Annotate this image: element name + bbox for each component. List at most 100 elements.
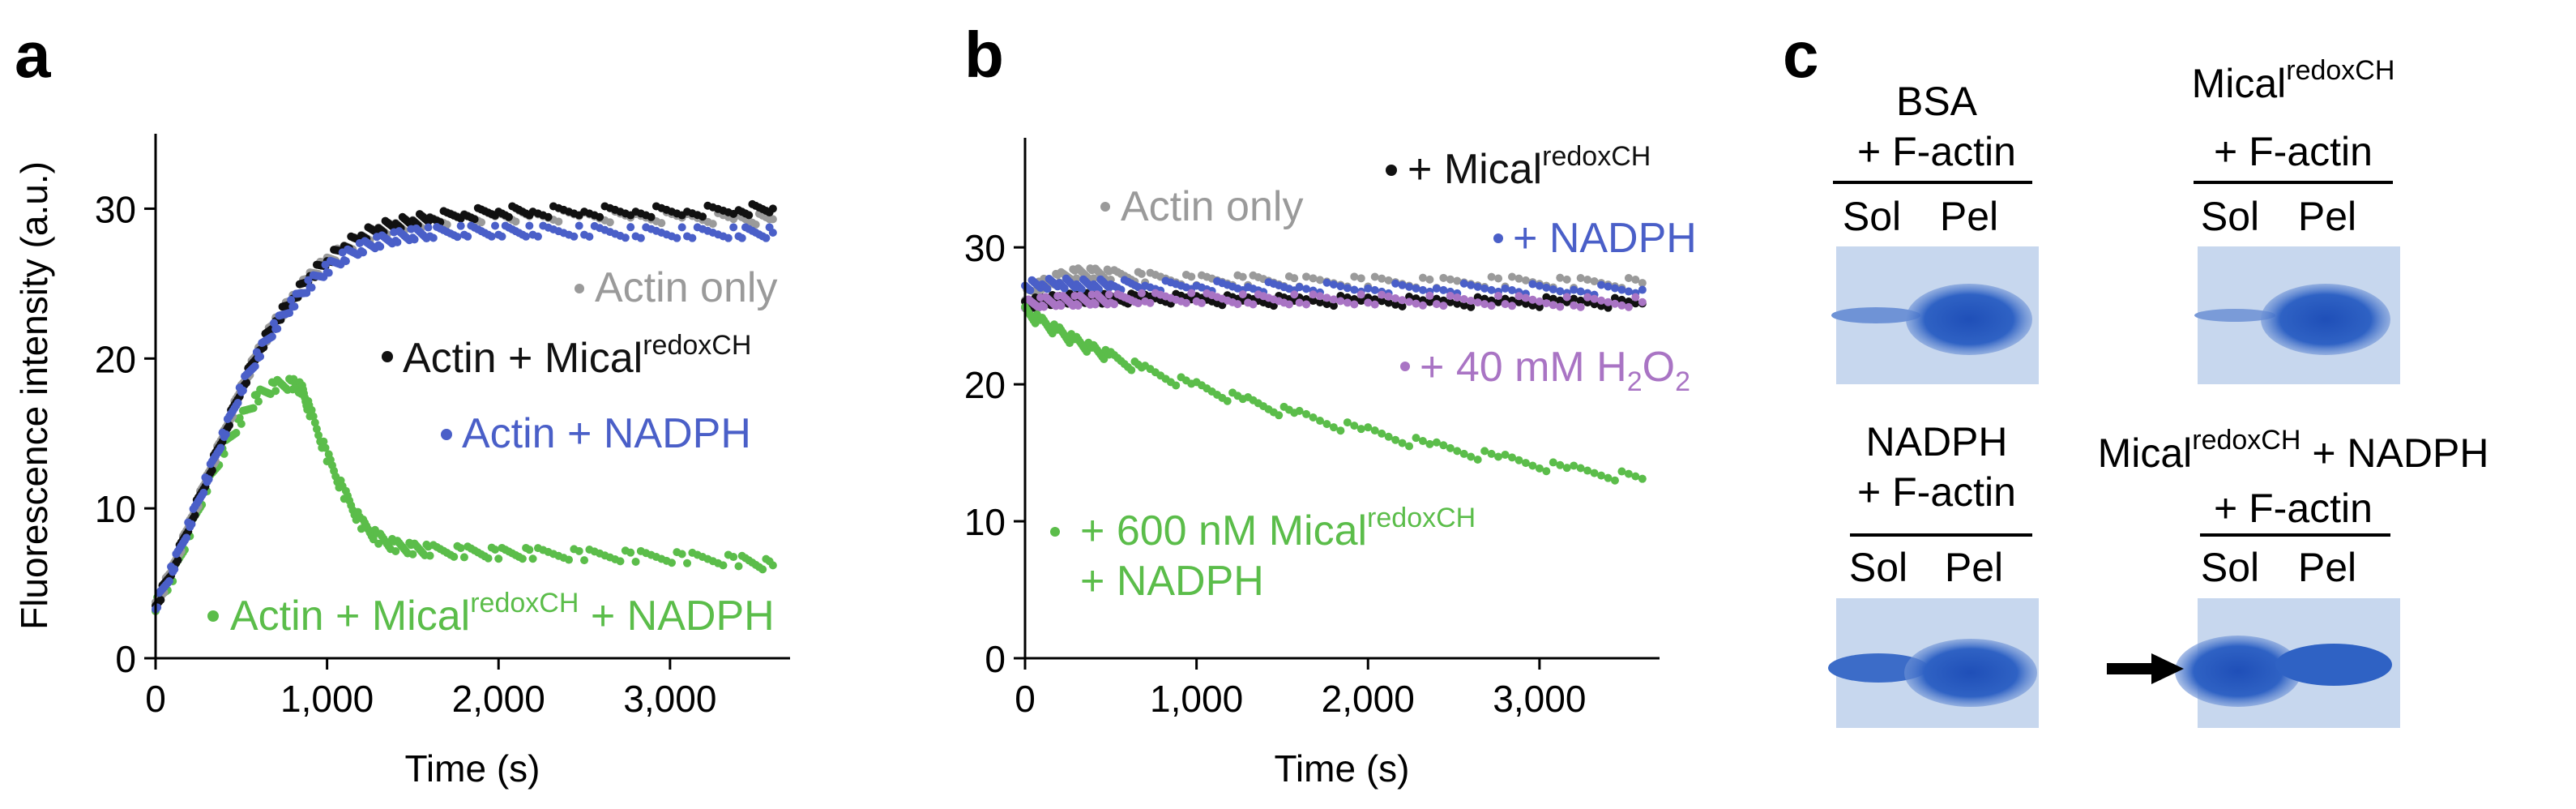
- data-point: [1284, 300, 1293, 309]
- data-point: [1508, 286, 1517, 295]
- data-point: [1146, 298, 1155, 307]
- data-point: [1322, 420, 1331, 429]
- data-point: [309, 412, 318, 421]
- data-point: [683, 559, 692, 567]
- data-point: [1040, 302, 1049, 311]
- data-point: [1309, 297, 1318, 306]
- data-point: [267, 332, 276, 341]
- data-point: [1350, 285, 1359, 294]
- data-point: [190, 511, 199, 520]
- data-point: [1432, 438, 1441, 447]
- data-point: [1535, 302, 1544, 311]
- series-b-4: [1021, 302, 1647, 485]
- arrow-shaft: [2107, 663, 2155, 674]
- data-point: [304, 276, 313, 285]
- x-tick-label: 1,000: [1150, 678, 1243, 720]
- data-point: [1610, 293, 1619, 302]
- data-point: [729, 553, 738, 562]
- data-point: [1405, 282, 1414, 291]
- data-point: [1302, 285, 1311, 293]
- legend-dot: [1400, 362, 1410, 371]
- data-point: [233, 399, 242, 408]
- gel-pel-label: Pel: [2298, 545, 2356, 590]
- data-point: [737, 233, 746, 242]
- data-point: [1604, 297, 1613, 306]
- chart-a-x-axis-label: Time (s): [405, 747, 540, 790]
- data-point: [1315, 417, 1324, 426]
- data-point: [393, 238, 402, 246]
- gel-title-sup: redoxCH: [2192, 425, 2300, 456]
- data-point: [1467, 297, 1476, 306]
- data-point: [1137, 269, 1146, 278]
- data-point: [1514, 274, 1523, 283]
- data-point: [254, 397, 263, 406]
- data-point: [1275, 411, 1284, 420]
- data-point: [522, 232, 531, 241]
- data-point: [1336, 297, 1345, 306]
- data-point: [1535, 297, 1544, 306]
- legend-label-sup: redoxCH: [470, 588, 579, 619]
- data-point: [1570, 301, 1578, 310]
- gel-subtitle: + F-actin: [2214, 486, 2373, 531]
- gel-sol-label: Sol: [2201, 194, 2259, 239]
- data-point: [456, 221, 465, 230]
- legend-dot: [207, 610, 219, 622]
- data-point: [314, 430, 323, 439]
- data-point: [758, 565, 767, 574]
- data-point: [1597, 296, 1606, 305]
- data-point: [1494, 274, 1503, 283]
- data-point: [1514, 456, 1523, 464]
- gel-mical: MicalredoxCH + F-actin Sol Pel: [2192, 55, 2400, 384]
- x-tick-label: 3,000: [1493, 678, 1586, 720]
- data-point: [1418, 285, 1427, 294]
- data-point: [1249, 300, 1258, 309]
- data-point: [250, 362, 259, 370]
- data-point: [1638, 474, 1647, 483]
- series-a-2: [152, 199, 777, 610]
- data-point: [1446, 291, 1455, 300]
- panel-label-c: c: [1783, 19, 1819, 91]
- data-point: [1487, 449, 1496, 458]
- data-point: [1378, 290, 1386, 299]
- data-point: [1508, 453, 1517, 462]
- legend-label-sup: redoxCH: [1367, 503, 1476, 533]
- data-point: [1562, 293, 1571, 302]
- gel-band-sol: [2175, 636, 2301, 707]
- data-point: [1494, 452, 1503, 461]
- data-point: [1398, 296, 1407, 305]
- data-point: [307, 405, 316, 414]
- data-point: [1453, 276, 1462, 285]
- data-point: [1197, 298, 1206, 307]
- data-point: [1570, 294, 1578, 303]
- data-point: [1631, 472, 1640, 481]
- data-point: [1412, 434, 1420, 443]
- data-point: [453, 233, 462, 242]
- data-point: [1617, 467, 1626, 476]
- data-point: [1508, 272, 1517, 281]
- data-point: [1459, 295, 1468, 304]
- data-point: [1329, 280, 1338, 289]
- data-point: [1405, 442, 1414, 451]
- data-point: [1072, 274, 1081, 283]
- data-point: [1514, 297, 1523, 306]
- legend-label: + MicalredoxCH: [1408, 141, 1651, 193]
- data-point: [464, 232, 472, 241]
- data-point: [1233, 300, 1242, 309]
- data-point: [1583, 276, 1592, 285]
- data-point: [1391, 435, 1400, 444]
- legend-label-sub: 2: [1627, 366, 1643, 397]
- data-point: [1322, 293, 1331, 302]
- data-point: [491, 221, 500, 230]
- legend-label-sup: redoxCH: [1542, 141, 1651, 172]
- data-point: [484, 554, 493, 563]
- data-point: [544, 212, 553, 221]
- data-point: [1309, 274, 1318, 283]
- legend-dot: [441, 429, 452, 440]
- gel-pel-label: Pel: [1945, 545, 2003, 590]
- data-point: [616, 557, 625, 566]
- data-point: [312, 425, 321, 434]
- data-point: [1528, 295, 1537, 304]
- data-point: [1309, 413, 1318, 422]
- data-point: [1398, 302, 1407, 310]
